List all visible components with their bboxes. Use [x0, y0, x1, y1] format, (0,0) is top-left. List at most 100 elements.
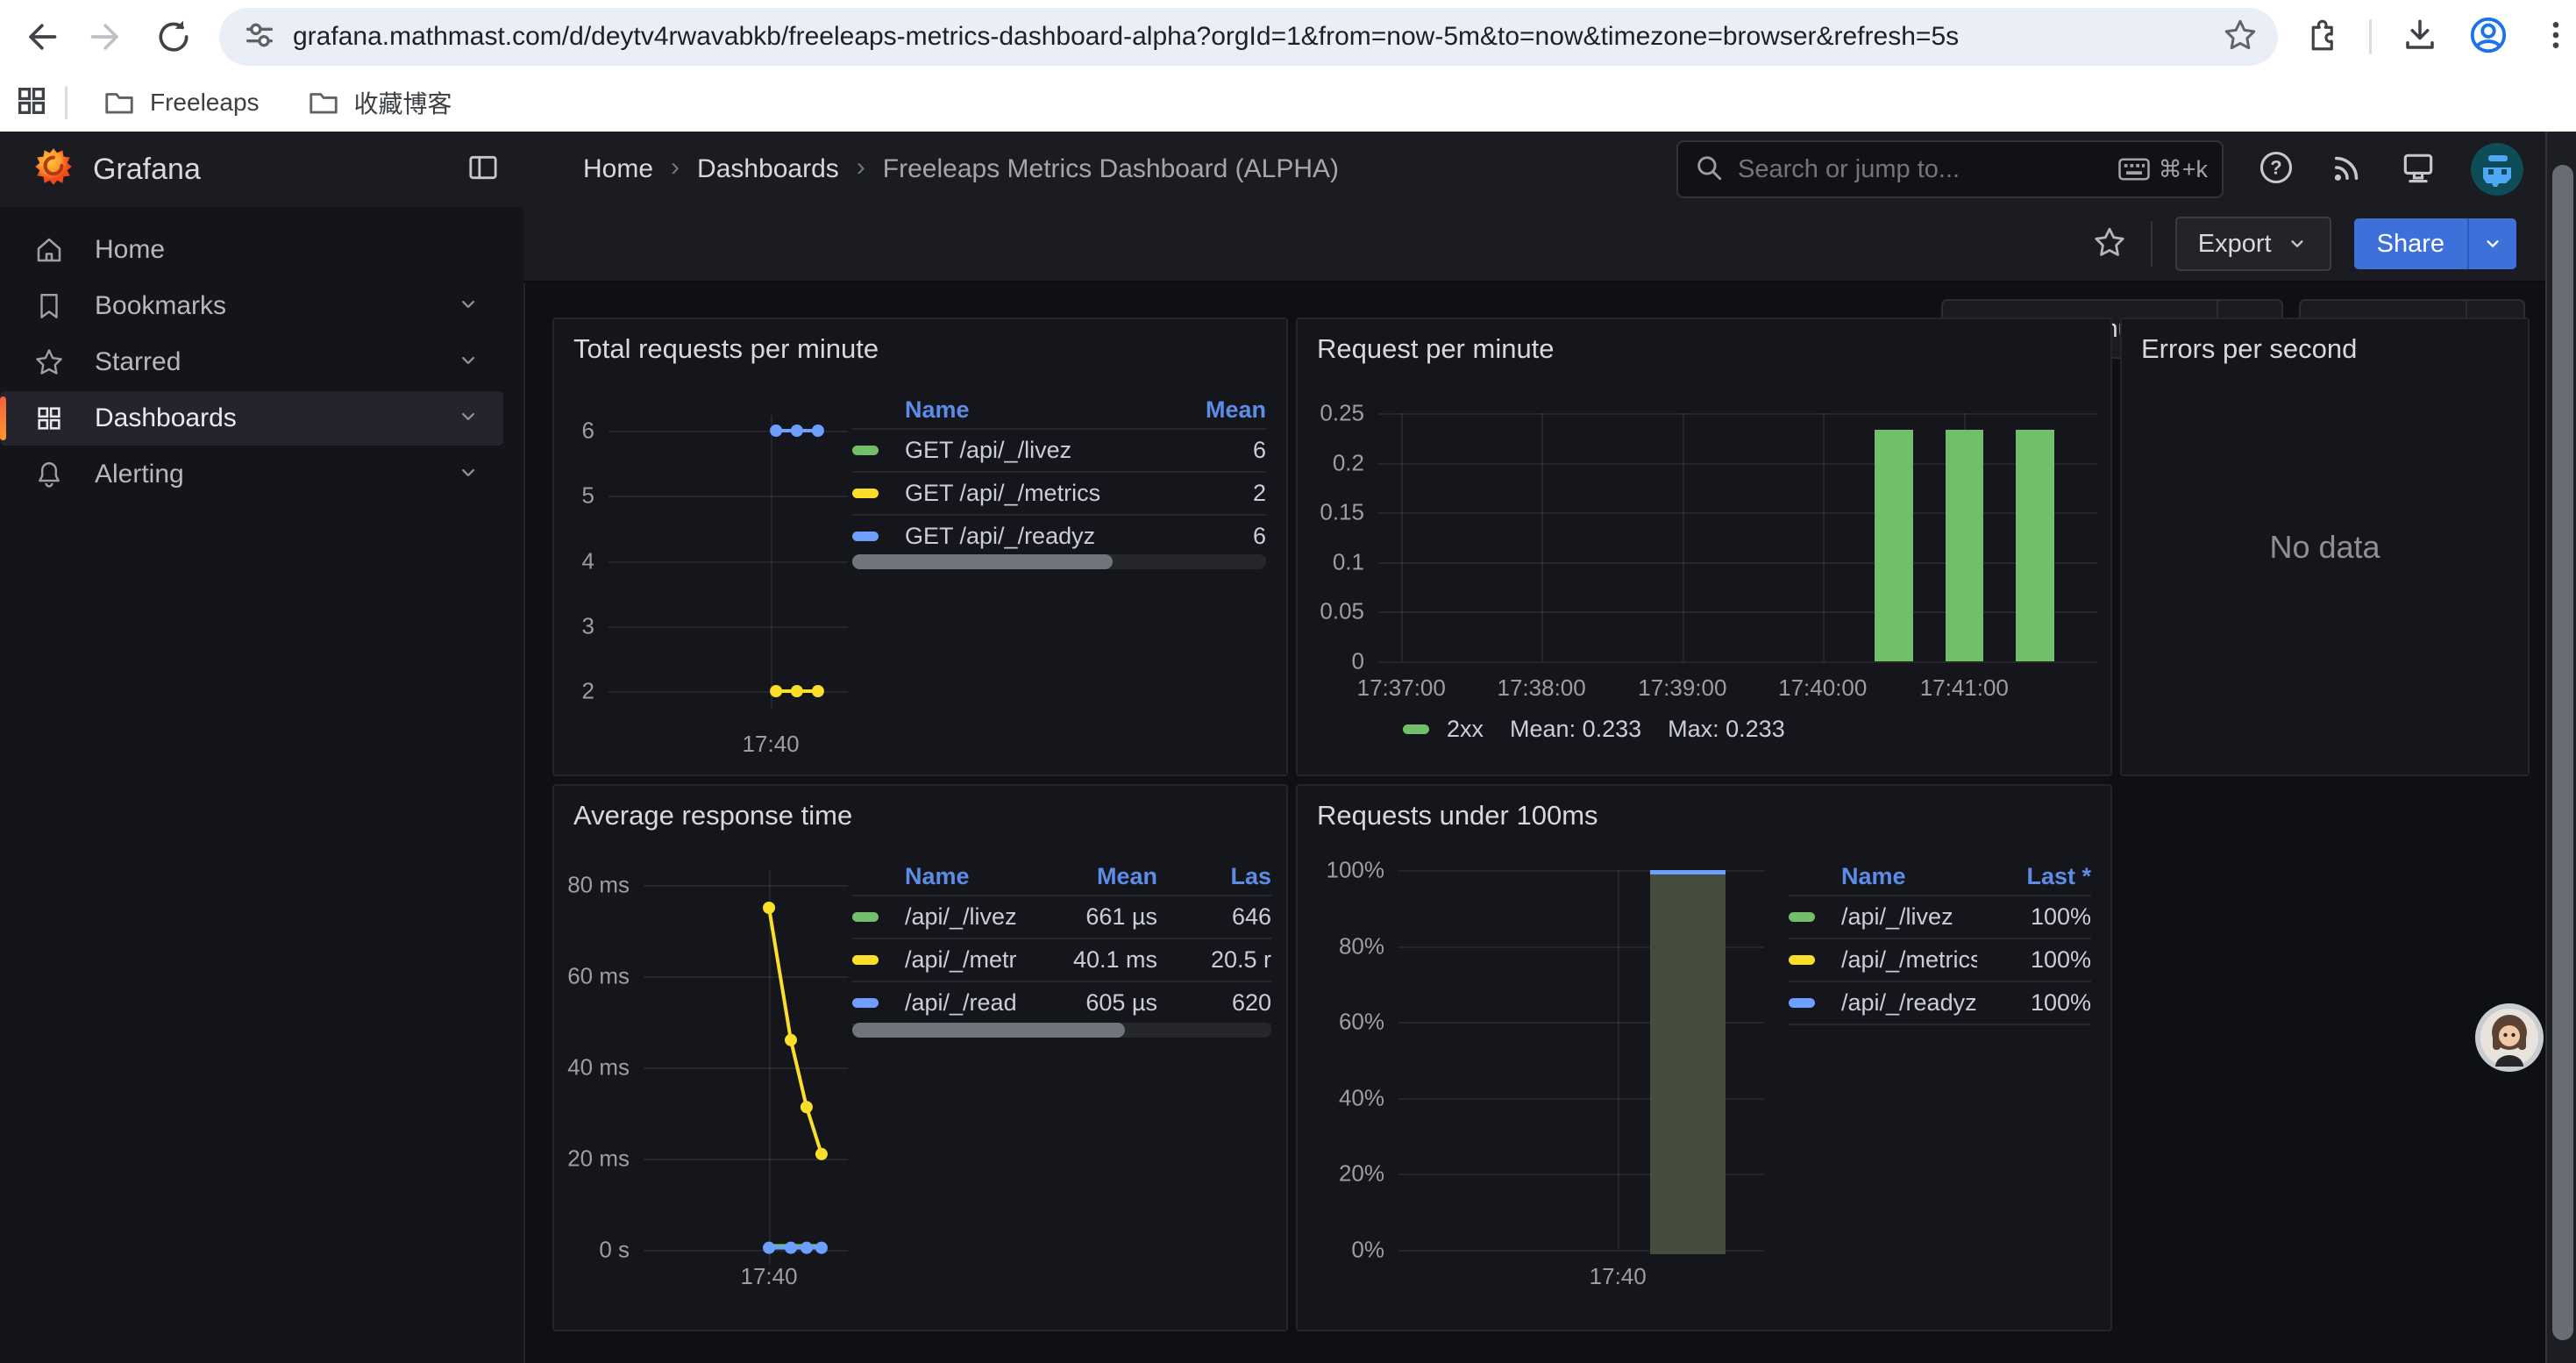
search-placeholder[interactable] — [1736, 154, 2118, 185]
series-name[interactable]: /api/_/metrics — [905, 946, 1017, 974]
menu-dots-icon[interactable] — [2538, 18, 2573, 57]
sidebar-item-home[interactable]: Home — [12, 223, 503, 277]
legend-row[interactable]: /api/_/readyz 100% — [1789, 982, 2091, 1025]
axis-tick-label: 20 ms — [567, 1145, 630, 1173]
panel-title[interactable]: Requests under 100ms — [1317, 800, 1598, 831]
breadcrumb: Home › Dashboards › Freeleaps Metrics Da… — [583, 154, 1339, 184]
legend-row[interactable]: /api/_/livez 661 µs 646 — [852, 896, 1271, 939]
legend-scrollbar[interactable] — [852, 1023, 1271, 1038]
bookmark-star-icon[interactable] — [2222, 17, 2259, 58]
grafana-brand[interactable]: Grafana — [93, 153, 201, 187]
legend-row[interactable]: GET /api/_/metrics 2 — [852, 473, 1266, 516]
panel-title[interactable]: Total requests per minute — [573, 333, 879, 365]
series-name[interactable]: GET /api/_/readyz — [905, 523, 1152, 550]
axis-tick-label: 0.25 — [1320, 400, 1364, 427]
chevron-down-icon[interactable] — [456, 460, 480, 489]
legend-col-name[interactable]: Name — [1789, 863, 1977, 890]
reload-icon[interactable] — [151, 14, 196, 60]
panel-errors-per-second: Errors per second No data — [2120, 318, 2530, 776]
share-label[interactable]: Share — [2354, 218, 2467, 269]
legend-col-last[interactable]: Las — [1157, 863, 1271, 890]
axis-tick-label: 4 — [582, 547, 594, 574]
help-icon[interactable]: ? — [2257, 148, 2295, 191]
legend-table: Name Mean Las /api/_/livez 661 µs 646 /a… — [852, 858, 1271, 1025]
download-icon[interactable] — [2402, 17, 2438, 58]
axis-tick-label: 20% — [1339, 1160, 1384, 1188]
series-name[interactable]: /api/_/readyz — [1841, 989, 1977, 1017]
legend-row[interactable]: GET /api/_/readyz 6 — [852, 516, 1266, 559]
series-name[interactable]: /api/_/metrics — [1841, 946, 1977, 974]
url-text[interactable]: grafana.mathmast.com/d/deytv4rwavabkb/fr… — [293, 22, 2222, 52]
search-input[interactable]: ⌘+k — [1676, 140, 2224, 198]
bookmarks-bar: Freeleaps 收藏博客 — [0, 74, 2576, 132]
series-swatch — [852, 532, 879, 541]
legend-col-name[interactable]: Name — [852, 863, 1017, 890]
axis-tick-label: 0% — [1351, 1237, 1384, 1264]
breadcrumb-dashboards[interactable]: Dashboards — [697, 154, 839, 184]
chevron-down-icon[interactable] — [456, 404, 480, 433]
legend-row[interactable]: /api/_/livez 100% — [1789, 896, 2091, 939]
breadcrumb-home[interactable]: Home — [583, 154, 653, 184]
legend-col-mean[interactable]: Mean — [1152, 396, 1266, 424]
chevron-down-icon[interactable] — [456, 292, 480, 321]
profile-icon[interactable] — [2468, 15, 2508, 60]
scrollbar-thumb[interactable] — [852, 554, 1113, 569]
page-scrollbar-thumb[interactable] — [2552, 165, 2573, 1340]
axis-tick-label: 17:40 — [741, 1263, 798, 1289]
url-bar[interactable]: grafana.mathmast.com/d/deytv4rwavabkb/fr… — [219, 8, 2278, 66]
news-rss-icon[interactable] — [2329, 149, 2366, 190]
panel-title[interactable]: Request per minute — [1317, 333, 1555, 365]
legend-line[interactable]: 2xx Mean: 0.233 Max: 0.233 — [1403, 716, 1785, 743]
apps-grid-icon[interactable] — [14, 83, 49, 123]
axis-tick-label: 6 — [582, 417, 594, 445]
scrollbar-thumb[interactable] — [852, 1023, 1125, 1038]
bookmark-folder-freeleaps[interactable]: Freeleaps — [90, 79, 272, 126]
gridline — [1823, 413, 1825, 661]
kiosk-monitor-icon[interactable] — [2399, 148, 2437, 191]
legend-row[interactable]: /api/_/readyz 605 µs 620 — [852, 982, 1271, 1025]
favorite-star-icon[interactable] — [2091, 224, 2128, 265]
legend-col-last[interactable]: Last * — [1977, 863, 2091, 890]
legend-col-mean[interactable]: Mean — [1017, 863, 1157, 890]
bookmark-folder-blogs[interactable]: 收藏博客 — [295, 78, 465, 127]
floating-avatar[interactable] — [2474, 1003, 2544, 1073]
export-button[interactable]: Export — [2175, 217, 2331, 271]
chevron-down-icon[interactable] — [456, 348, 480, 377]
sidebar-item-starred[interactable]: Starred — [12, 335, 503, 389]
legend-row[interactable]: /api/_/metrics 100% — [1789, 939, 2091, 982]
share-button[interactable]: Share — [2354, 218, 2516, 269]
bar — [1946, 430, 1983, 661]
legend-row[interactable]: /api/_/metrics 40.1 ms 20.5 r — [852, 939, 1271, 982]
series-name[interactable]: GET /api/_/metrics — [905, 480, 1152, 507]
no-data-message: No data — [2122, 529, 2528, 566]
sidebar-item-label: Dashboards — [95, 403, 237, 433]
site-settings-icon[interactable] — [242, 18, 277, 57]
sidebar: Home Bookmarks Starred Dashboards — [0, 207, 525, 1363]
sidebar-collapse-icon[interactable] — [466, 150, 501, 189]
legend-table: Name Mean GET /api/_/livez 6 GET /api/_/… — [852, 391, 1266, 559]
axis-tick-label: 0.15 — [1320, 499, 1364, 526]
back-icon[interactable] — [18, 14, 63, 60]
user-avatar[interactable] — [2471, 143, 2523, 196]
legend-row[interactable]: GET /api/_/livez 6 — [852, 430, 1266, 473]
series-name[interactable]: /api/_/livez — [1841, 903, 1977, 931]
forward-icon[interactable] — [84, 14, 130, 60]
series-name[interactable]: GET /api/_/livez — [905, 437, 1152, 464]
page-scrollbar[interactable] — [2545, 132, 2576, 1363]
legend-col-name[interactable]: Name — [852, 396, 1152, 424]
home-icon — [33, 234, 65, 266]
grafana-logo-icon[interactable] — [32, 146, 75, 194]
legend-scrollbar[interactable] — [852, 554, 1266, 569]
extensions-icon[interactable] — [2302, 17, 2339, 58]
panel-title[interactable]: Errors per second — [2141, 333, 2357, 365]
sidebar-item-alerting[interactable]: Alerting — [12, 447, 503, 502]
series-name[interactable]: /api/_/livez — [905, 903, 1017, 931]
series-swatch — [1789, 955, 1815, 965]
series-name[interactable]: 2xx — [1447, 716, 1484, 743]
panel-title[interactable]: Average response time — [573, 800, 852, 831]
sidebar-item-dashboards[interactable]: Dashboards — [0, 391, 503, 446]
toolbar-divider — [2369, 19, 2372, 54]
share-dropdown[interactable] — [2467, 218, 2516, 269]
series-name[interactable]: /api/_/readyz — [905, 989, 1017, 1017]
sidebar-item-bookmarks[interactable]: Bookmarks — [12, 279, 503, 333]
